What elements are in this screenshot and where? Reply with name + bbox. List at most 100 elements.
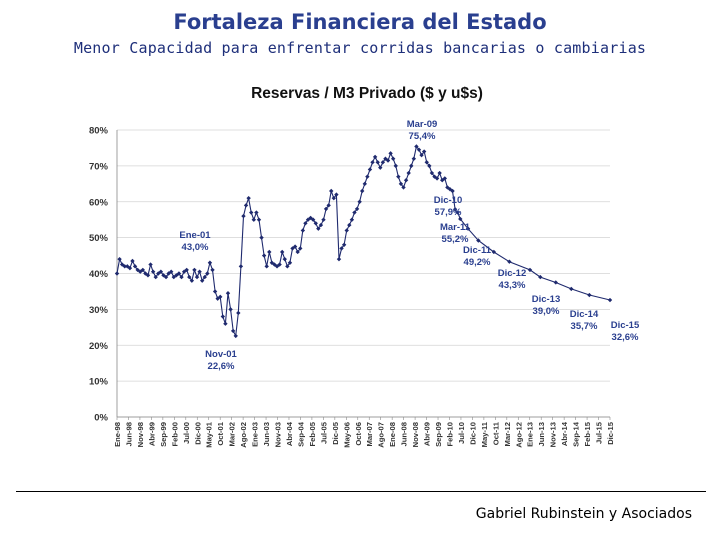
data-point-marker	[220, 314, 226, 319]
annotation-value: 22,6%	[208, 361, 235, 372]
chart-title: Reservas / M3 Privado ($ y u$s)	[251, 85, 483, 102]
x-tick-label: Jun-98	[124, 422, 133, 446]
data-point-marker	[236, 310, 241, 316]
annotation-layer: Mar-0975,4%Ene-0143,0%Nov-0122,6%Dic-105…	[179, 119, 640, 372]
data-point-marker	[429, 170, 435, 176]
data-point-marker	[158, 269, 164, 274]
data-point-marker	[212, 289, 218, 294]
data-point-marker	[127, 265, 133, 271]
y-tick-label: 80%	[89, 126, 109, 137]
data-point-marker	[442, 176, 448, 181]
data-point-marker	[362, 181, 367, 187]
x-tick-label: Nov-08	[411, 422, 420, 447]
y-tick-label: 50%	[89, 233, 109, 244]
annotation-date: Dic-15	[611, 320, 640, 331]
data-point-marker	[527, 267, 533, 273]
data-point-marker	[300, 228, 306, 233]
data-point-marker	[452, 207, 458, 212]
data-point-marker	[323, 206, 329, 212]
data-point-marker	[169, 269, 174, 274]
x-tick-label: May-06	[342, 422, 351, 448]
data-point-marker	[411, 156, 417, 161]
x-tick-label: Oct-01	[216, 421, 225, 445]
data-point-marker	[251, 217, 257, 222]
data-point-marker	[370, 160, 375, 165]
data-point-marker	[285, 264, 290, 269]
x-tick-label: Oct-11	[491, 421, 500, 445]
data-point-marker	[331, 195, 337, 201]
data-point-marker	[421, 149, 427, 154]
x-tick-label: Dic-15	[606, 421, 615, 445]
x-tick-label: May-11	[480, 421, 489, 447]
y-tick-label: 30%	[89, 305, 109, 316]
data-point-marker	[189, 278, 195, 283]
data-point-marker	[132, 264, 138, 269]
data-point-marker	[205, 271, 210, 276]
data-point-marker	[303, 221, 308, 226]
x-tick-label: Nov-13	[549, 422, 558, 447]
data-point-marker	[272, 262, 277, 267]
data-point-marker	[336, 256, 342, 262]
data-point-marker	[393, 163, 398, 169]
x-tick-label: Sep-04	[296, 421, 305, 447]
data-point-marker	[385, 158, 391, 163]
data-point-marker	[357, 199, 362, 204]
data-point-marker	[344, 228, 349, 233]
data-point-marker	[223, 321, 228, 326]
x-tick-label: Ene-98	[113, 422, 122, 447]
data-point-marker	[378, 165, 383, 170]
data-point-marker	[329, 188, 334, 194]
x-tick-label: Ago-02	[239, 422, 248, 448]
data-point-marker	[360, 188, 365, 194]
annotation-value: 49,2%	[464, 257, 491, 268]
data-point-marker	[365, 174, 370, 179]
data-point-marker	[292, 244, 298, 249]
data-point-marker	[228, 307, 233, 312]
x-tick-label: Sep-09	[434, 422, 443, 447]
data-point-marker	[282, 256, 287, 262]
x-tick-label: Dic-10	[468, 422, 477, 445]
data-point-marker	[321, 217, 326, 222]
annotation-date: Ene-01	[179, 230, 211, 241]
annotation-value: 55,2%	[442, 234, 469, 245]
data-point-marker	[401, 185, 406, 190]
annotation-date: Dic-14	[570, 309, 599, 320]
x-tick-label: Ago-07	[377, 422, 386, 448]
data-point-marker	[254, 210, 259, 215]
footer-divider	[16, 491, 706, 492]
y-tick-label: 10%	[89, 377, 109, 388]
data-point-marker	[143, 271, 148, 276]
data-point-marker	[194, 274, 200, 280]
y-tick-label: 20%	[89, 341, 109, 352]
data-point-marker	[145, 273, 151, 278]
data-point-marker	[295, 249, 300, 255]
x-tick-label: Mar-02	[228, 422, 237, 446]
annotation-value: 35,7%	[571, 321, 598, 332]
annotation-value: 32,6%	[612, 332, 639, 343]
data-point-marker	[179, 274, 184, 280]
y-tick-label: 60%	[89, 197, 109, 208]
data-point-marker	[416, 147, 422, 152]
data-point-marker	[316, 226, 321, 231]
x-tick-label: Feb-00	[170, 422, 179, 446]
data-point-marker	[372, 154, 378, 160]
data-point-marker	[326, 203, 331, 208]
x-tick-label: Ene-08	[388, 422, 397, 447]
data-point-marker	[455, 210, 460, 215]
data-point-marker	[218, 294, 223, 300]
data-point-marker	[339, 246, 344, 251]
x-tick-label: Jun-13	[537, 422, 546, 446]
x-tick-label: Dic-05	[331, 421, 340, 445]
data-point-marker	[553, 280, 558, 285]
x-tick-label: Jun-03	[262, 422, 271, 446]
x-tick-label: Abr-14	[560, 421, 569, 446]
data-point-marker	[233, 333, 238, 339]
data-point-marker	[199, 278, 205, 283]
data-point-marker	[259, 235, 264, 240]
annotation-value: 43,3%	[499, 280, 526, 291]
x-tick-label: Oct-06	[354, 422, 363, 446]
data-point-marker	[375, 160, 380, 165]
data-point-marker	[207, 260, 213, 265]
data-point-marker	[507, 259, 512, 264]
data-point-marker	[210, 267, 215, 273]
